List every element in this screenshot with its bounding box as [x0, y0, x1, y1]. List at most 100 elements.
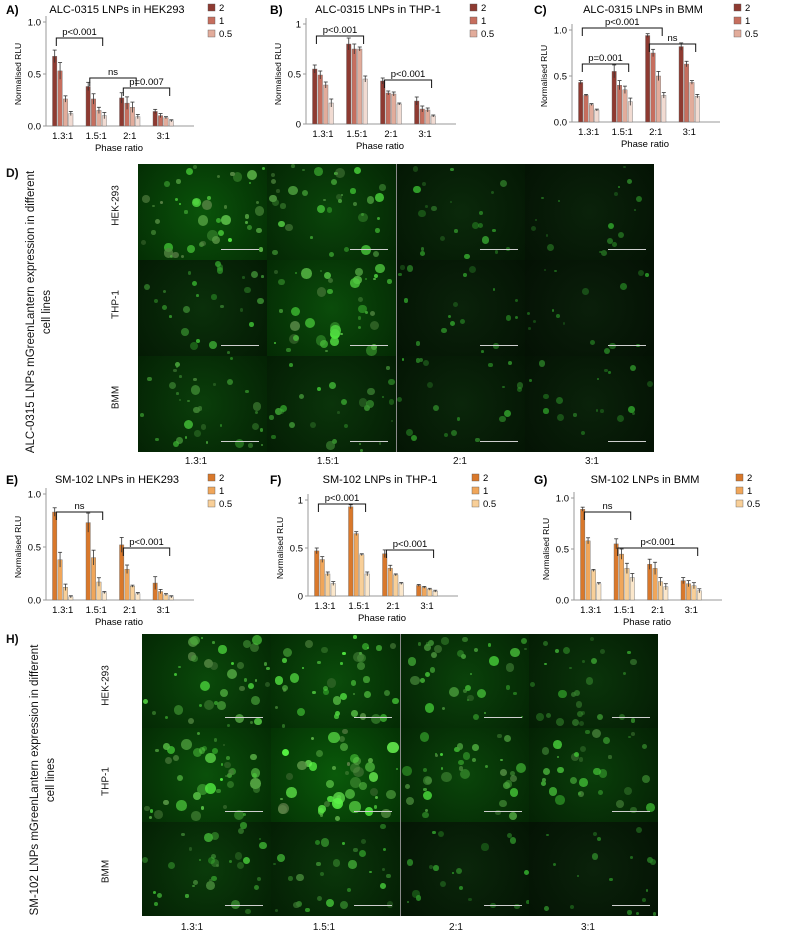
micrograph-tile-h-2-3	[529, 822, 658, 916]
cell-spot	[618, 231, 625, 238]
cell-spot	[423, 787, 427, 792]
scale-bar	[354, 717, 392, 718]
cell-spot	[454, 746, 460, 752]
cell-spot	[578, 792, 581, 795]
cell-spot	[251, 696, 261, 706]
cell-spot	[635, 827, 642, 834]
cell-spot	[250, 271, 258, 279]
cell-spot	[516, 763, 527, 774]
cell-spot	[353, 692, 356, 695]
cell-spot	[191, 655, 199, 662]
cell-spot	[275, 909, 279, 913]
cell-spot	[315, 335, 327, 346]
cell-spot	[205, 441, 209, 444]
scale-bar	[612, 905, 650, 906]
bar-g-0-0	[580, 509, 586, 601]
cell-spot	[630, 658, 637, 665]
cell-spot	[179, 399, 182, 402]
cell-spot	[192, 747, 203, 758]
x-tick-label-e-0: 1.3:1	[52, 605, 73, 616]
legend-swatch-b-0	[469, 3, 478, 12]
cell-spot	[373, 804, 378, 809]
cell-spot	[259, 841, 267, 850]
cell-spot	[332, 696, 342, 705]
chart-svg-a: A) ALC-0315 LNPs in HEK293 0.0 0.5 1.0 Normal…	[6, 3, 232, 154]
cell-spot	[270, 172, 276, 178]
cell-spot	[220, 763, 224, 766]
cell-spot	[219, 777, 223, 781]
cell-spot	[353, 651, 364, 662]
cell-spot	[595, 409, 599, 412]
cell-spot	[551, 309, 554, 312]
cell-spot	[235, 713, 245, 723]
row-label-h-0: HEK-293	[100, 665, 112, 706]
cell-spot	[234, 851, 243, 860]
cell-spot	[252, 785, 261, 793]
chart-svg-e: E) SM-102 LNPs in HEK293 0.0 0.5 1.0 Normalis…	[6, 473, 232, 628]
cell-spot	[254, 717, 262, 726]
cell-spot	[189, 847, 193, 851]
cell-spot	[200, 240, 206, 247]
cell-spot	[374, 192, 384, 202]
cell-spot	[282, 657, 287, 663]
cell-spot	[147, 376, 152, 382]
sig-bracket-e-1	[122, 547, 171, 556]
cell-spot	[590, 636, 595, 641]
cell-spot	[322, 685, 329, 692]
cell-spot	[249, 642, 259, 652]
bar-f-0-1	[319, 559, 325, 597]
cell-spot	[297, 760, 308, 771]
cell-spot	[218, 230, 225, 237]
micrograph-tile-d-0-0	[138, 164, 267, 260]
cell-spot	[323, 198, 326, 201]
cell-spot	[352, 201, 358, 207]
cell-spot	[387, 742, 399, 754]
cell-spot	[197, 406, 203, 411]
micrograph-tile-d-2-2	[396, 356, 526, 452]
micrograph-tile-d-0-3	[525, 164, 654, 260]
cell-spot	[464, 684, 471, 692]
cell-spot	[204, 832, 214, 842]
chart-title-g: SM-102 LNPs in BMM	[591, 474, 700, 486]
panel-letter-f: F)	[270, 473, 281, 487]
cell-spot	[192, 165, 197, 170]
cell-spot	[423, 767, 428, 772]
cell-spot	[339, 900, 349, 910]
cell-spot	[576, 874, 580, 878]
cell-spot	[382, 847, 387, 852]
cell-spot	[181, 739, 193, 751]
cell-spot	[343, 246, 349, 252]
cell-spot	[212, 748, 218, 754]
micrograph-tile-h-1-3	[529, 728, 658, 822]
col-label-d-2: 2:1	[453, 456, 467, 467]
sig-bracket-a-1	[89, 77, 137, 86]
panel-letter-c: C)	[534, 3, 547, 17]
cell-spot	[167, 861, 176, 870]
cell-spot	[273, 341, 276, 344]
y-axis-label-b: Normalised RLU	[273, 43, 283, 105]
cell-spot	[210, 859, 219, 867]
cell-spot	[184, 436, 188, 439]
bar-g-0-1	[585, 540, 591, 601]
cell-spot	[386, 873, 392, 879]
cell-spot	[250, 753, 257, 761]
cell-spot	[214, 260, 221, 268]
cell-spot	[538, 360, 546, 367]
cell-spot	[239, 685, 245, 692]
cell-spot	[233, 810, 244, 821]
cell-spot	[232, 172, 243, 182]
cell-spot	[215, 218, 222, 224]
cell-spot	[332, 765, 337, 770]
side-label-d: ALC-0315 LNPs mGreenLantern expression i…	[25, 170, 53, 454]
cell-spot	[245, 389, 250, 394]
micrograph-tile-h-0-2	[400, 634, 530, 728]
cell-spot	[175, 198, 179, 202]
cell-spot	[345, 770, 350, 775]
cell-spot	[349, 801, 361, 813]
cell-spot	[312, 690, 317, 695]
cell-spot	[259, 428, 264, 433]
cell-spot	[503, 782, 510, 790]
cell-spot	[429, 667, 436, 673]
cell-spot	[173, 755, 180, 762]
cell-spot	[462, 752, 471, 760]
